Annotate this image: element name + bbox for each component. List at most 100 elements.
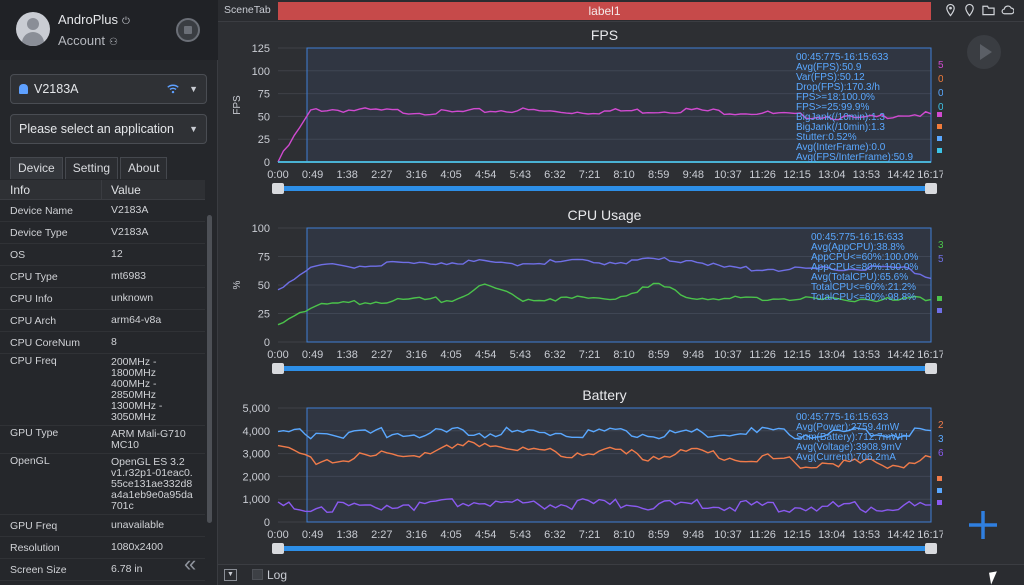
row-value: 12 (111, 248, 123, 260)
stat-text: TotalCPU<=80%:98.8% (811, 292, 916, 303)
current-value: 2689mW (938, 420, 943, 431)
y-tick-label: 50 (258, 111, 270, 123)
scene-label[interactable]: label1 (278, 2, 931, 20)
x-tick-label: 0:00 (267, 529, 288, 541)
column-header-value: Value (111, 183, 141, 197)
row-value: 200MHz - 1800MHz 400MHz - 2850MHz 1300MH… (111, 356, 163, 423)
location-pin-icon[interactable] (944, 3, 957, 17)
tab-setting[interactable]: Setting (64, 157, 119, 179)
play-button[interactable] (967, 35, 1001, 69)
time-range-slider (278, 366, 931, 371)
legend-swatch (937, 488, 942, 493)
x-tick-label: 9:48 (683, 169, 704, 181)
stop-record-button[interactable] (176, 18, 200, 42)
x-tick-label: 10:37 (714, 169, 742, 181)
current-value: 54 (938, 60, 943, 71)
chart-title: Battery (582, 387, 626, 403)
sidebar: AndroPlus ⏻ Account ⚇ V2183A ▼ Please sele… (0, 0, 218, 585)
avatar[interactable] (16, 12, 50, 46)
table-row: GPU Freq unavailable (0, 515, 205, 537)
battery-chart[interactable]: Battery 0 1,000 2,000 3,000 4,000 5,000 0:00 0:4… (218, 386, 943, 564)
row-key: CPU Arch (10, 315, 57, 327)
table-row: OpenGL OpenGL ES 3.2 v1.r32p1-01eac0. 55c… (0, 454, 205, 515)
scene-tab[interactable]: SceneTab (224, 4, 271, 16)
x-tick-label: 6:32 (544, 349, 565, 361)
account-settings-icon[interactable]: ⚇ (108, 37, 118, 48)
folder-icon[interactable] (982, 3, 995, 17)
x-tick-label: 7:21 (579, 349, 600, 361)
stat-text: FPS>=25:99.9% (796, 102, 869, 113)
stat-text: Avg(TotalCPU):65.6% (811, 272, 908, 283)
row-key: Device Type (10, 227, 68, 239)
x-tick-label: 11:26 (749, 529, 776, 541)
table-row: Resolution 1080x2400 (0, 537, 205, 559)
x-tick-label: 9:48 (683, 529, 704, 541)
series-line-fps (277, 107, 932, 163)
app-select[interactable]: Please select an application ▼ (10, 114, 207, 144)
row-value: V2183A (111, 204, 149, 216)
x-tick-label: 12:15 (783, 349, 811, 361)
table-row: CPU Info unknown (0, 288, 205, 310)
y-tick-label: 75 (258, 252, 270, 264)
marker-icon[interactable] (963, 3, 976, 17)
y-axis-label: % (232, 280, 243, 289)
table-row: CPU CoreNum 8 (0, 332, 205, 354)
row-key: Screen Size (10, 564, 67, 576)
stat-text: Avg(Power):2759.4mW (796, 422, 900, 433)
stat-text: Avg(AppCPU):38.8% (811, 242, 905, 253)
x-tick-label: 8:10 (613, 349, 634, 361)
legend-swatch (937, 500, 942, 505)
chevron-down-icon: ▼ (189, 124, 198, 134)
series-line-voltage (277, 426, 932, 440)
fps-chart[interactable]: FPS 0 25 50 75 100 125 FPS 0:00 0:49 1:38 2:27 3:16 4… (218, 26, 943, 204)
current-value: 0 (938, 102, 943, 113)
bottom-bar: ▼ Log (218, 564, 1024, 585)
row-value: 8 (111, 336, 117, 348)
x-tick-label: 13:04 (818, 349, 846, 361)
chart-title: CPU Usage (568, 207, 642, 223)
cpu-usage-chart[interactable]: CPU Usage 0 25 50 75 100% 0:00 0:49 1:38 2:27 3:16… (218, 206, 943, 384)
account-panel: AndroPlus ⏻ Account ⚇ (0, 0, 218, 60)
scrollbar[interactable] (207, 215, 212, 523)
y-tick-label: 100 (252, 66, 270, 78)
row-key: OpenGL (10, 455, 50, 467)
x-tick-label: 10:37 (714, 349, 742, 361)
current-value: 58% (938, 254, 943, 265)
row-value: V2183A (111, 226, 149, 238)
log-checkbox[interactable] (252, 569, 263, 580)
x-tick-label: 0:49 (302, 529, 323, 541)
collapse-sidebar-icon[interactable]: « (184, 551, 197, 576)
table-row: Screen Size 6.78 in (0, 559, 205, 581)
x-tick-label: 8:59 (648, 169, 669, 181)
x-tick-label: 0:49 (302, 349, 323, 361)
x-tick-label: 16:17 (917, 529, 943, 541)
x-tick-label: 14:42 (887, 349, 915, 361)
y-tick-label: 1,000 (242, 494, 270, 506)
toggle-log-panel-icon[interactable]: ▼ (224, 569, 237, 581)
device-select[interactable]: V2183A ▼ (10, 74, 207, 104)
table-row: Device Name V2183A (0, 200, 205, 222)
series-line-totalcpu (277, 256, 932, 291)
current-value: 3876mV (938, 434, 943, 445)
power-icon[interactable]: ⏻ (121, 16, 130, 27)
stat-text: TotalCPU<=60%:21.2% (811, 282, 916, 293)
x-tick-label: 0:49 (302, 169, 323, 181)
x-tick-label: 13:04 (818, 169, 846, 181)
row-key: OS (10, 249, 26, 261)
cloud-icon[interactable] (1001, 3, 1014, 17)
stat-text: AppCPU<=60%:100.0% (811, 252, 918, 263)
current-value: 39% (938, 240, 943, 251)
row-value: ARM Mali-G710 MC10 (111, 428, 186, 451)
device-select-value: V2183A (34, 82, 79, 96)
add-marker-button[interactable] (966, 508, 1000, 542)
top-bar: SceneTab label1 (218, 0, 1024, 22)
series-line-appcpu (277, 282, 932, 326)
x-tick-label: 16:17 (917, 349, 943, 361)
stat-text: Avg(Current):706.2mA (796, 452, 896, 463)
tab-device[interactable]: Device (10, 157, 63, 179)
x-tick-label: 3:16 (406, 169, 427, 181)
x-tick-label: 4:54 (475, 349, 496, 361)
tab-about[interactable]: About (120, 157, 168, 179)
x-tick-label: 4:05 (440, 349, 461, 361)
current-value: 694mA (938, 448, 943, 459)
